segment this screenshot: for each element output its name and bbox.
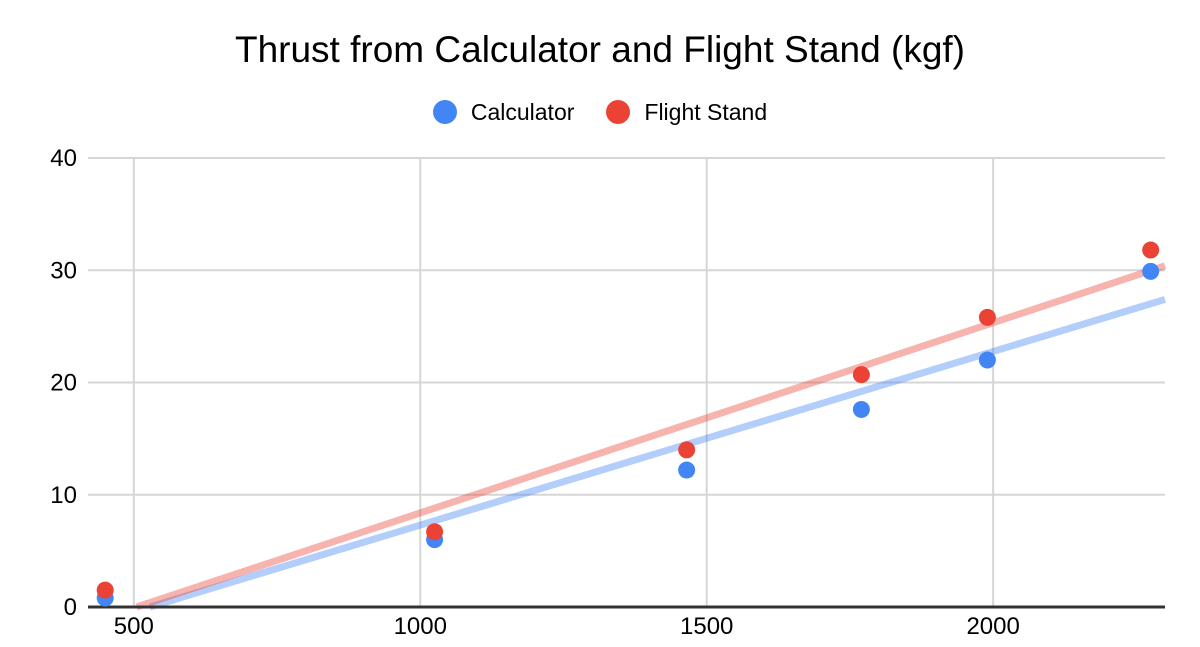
y-tick-label-10: 10 <box>50 482 77 509</box>
legend-item-flight-stand: Flight Stand <box>606 98 767 126</box>
calculator-series-swatch-icon <box>432 100 457 124</box>
point-calculator <box>678 461 696 479</box>
point-flight-stand <box>678 441 696 459</box>
x-tick-label-1500: 1500 <box>680 613 733 640</box>
y-tick-label-0: 0 <box>64 594 77 621</box>
point-flight-stand <box>1142 241 1160 259</box>
x-tick-label-1000: 1000 <box>394 613 447 640</box>
legend-label-flight-stand: Flight Stand <box>644 99 768 125</box>
trendline-calculator <box>148 296 1167 611</box>
point-flight-stand <box>852 366 870 384</box>
legend-item-calculator: Calculator <box>432 98 575 126</box>
trendline-flight-stand <box>135 262 1167 611</box>
point-calculator <box>1142 262 1160 280</box>
point-flight-stand <box>978 308 996 326</box>
legend-label-calculator: Calculator <box>470 99 575 125</box>
chart-legend: Calculator Flight Stand <box>0 98 1200 126</box>
flight-stand-series-swatch-icon <box>606 100 631 124</box>
point-calculator <box>852 400 870 418</box>
point-flight-stand <box>426 523 444 541</box>
chart-title: Thrust from Calculator and Flight Stand … <box>234 29 965 70</box>
y-tick-label-20: 20 <box>50 370 77 397</box>
point-flight-stand <box>96 581 114 599</box>
x-tick-label-2000: 2000 <box>966 613 1019 640</box>
point-calculator <box>978 351 996 369</box>
y-tick-label-30: 30 <box>50 257 77 284</box>
y-tick-label-40: 40 <box>50 145 77 172</box>
x-tick-label-500: 500 <box>114 613 154 640</box>
